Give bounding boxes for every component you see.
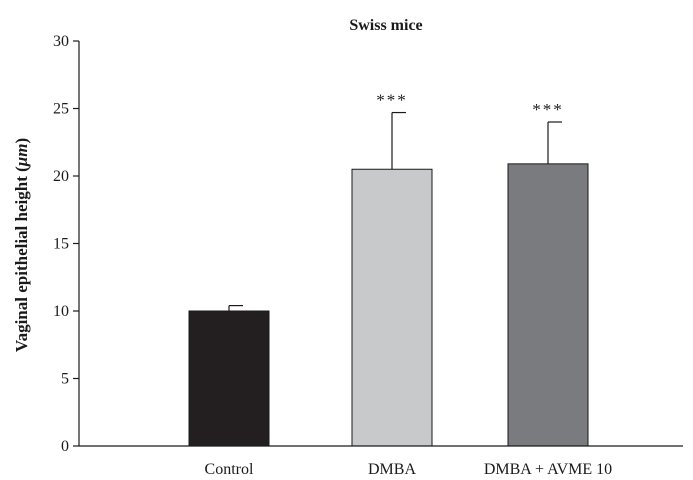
y-axis-label-text: Vaginal epithelial height ( bbox=[12, 166, 31, 352]
y-tick-label: 5 bbox=[61, 371, 69, 388]
chart-title: Swiss mice bbox=[349, 17, 422, 34]
y-tick-label: 25 bbox=[53, 101, 69, 118]
y-tick-label: 0 bbox=[61, 438, 69, 455]
significance-marker: *** bbox=[532, 100, 564, 119]
y-tick-label: 30 bbox=[53, 33, 69, 50]
bar-dmba-avme-10 bbox=[507, 163, 589, 447]
y-tick-label: 10 bbox=[53, 303, 69, 320]
y-axis-label-close: ) bbox=[12, 138, 31, 144]
bar-control bbox=[188, 310, 270, 447]
y-tick-label: 15 bbox=[53, 236, 69, 253]
x-axis-categories: Control DMBA DMBA + AVME 10 bbox=[205, 461, 613, 478]
bar-dmba bbox=[351, 168, 433, 447]
x-category-label: DMBA + AVME 10 bbox=[484, 461, 612, 478]
significance-markers: *** *** bbox=[376, 91, 564, 119]
significance-marker: *** bbox=[376, 91, 408, 110]
y-axis-label-unit: μm bbox=[12, 144, 31, 168]
y-tick-label: 20 bbox=[53, 168, 69, 185]
y-axis-label: Vaginal epithelial height (μm) bbox=[12, 138, 31, 352]
y-axis-ticks: 0 5 10 15 20 25 30 bbox=[53, 33, 79, 455]
x-category-label: Control bbox=[205, 461, 254, 478]
x-category-label: DMBA bbox=[368, 461, 416, 478]
error-bars-group bbox=[228, 111, 562, 311]
bars-group bbox=[188, 163, 589, 447]
